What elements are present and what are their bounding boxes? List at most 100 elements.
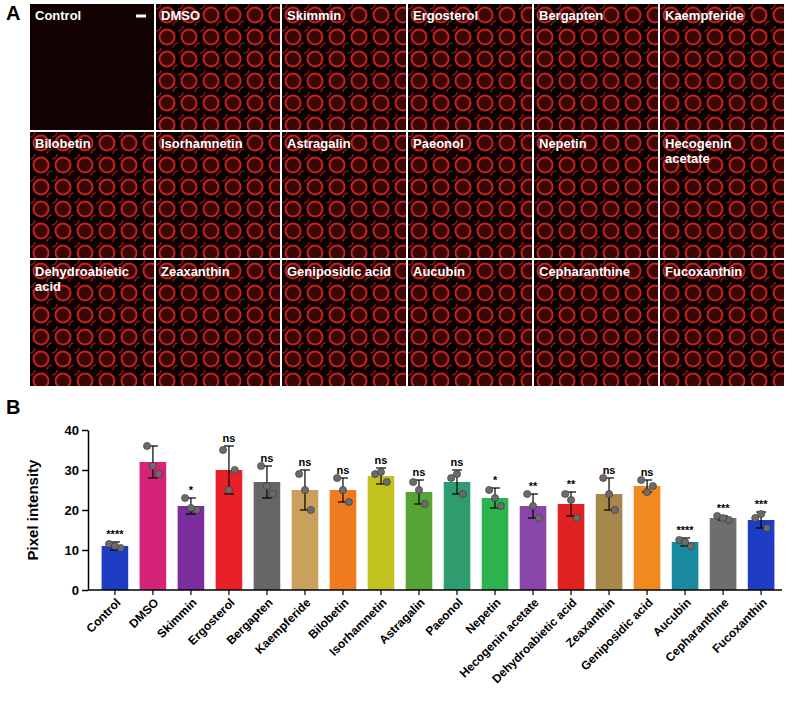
significance-label: **** xyxy=(106,528,124,540)
x-tick-mark xyxy=(266,590,267,595)
x-tick-mark xyxy=(304,590,305,595)
x-tick: Astragalin xyxy=(376,590,427,647)
data-point xyxy=(573,514,580,521)
x-tick: Geniposidic acid xyxy=(578,590,656,673)
data-point xyxy=(231,466,238,473)
x-tick-mark xyxy=(342,590,343,595)
y-tick-label: 10 xyxy=(65,543,79,558)
x-tick-mark xyxy=(760,590,761,595)
data-point xyxy=(763,524,770,531)
tile-image xyxy=(408,260,532,386)
x-tick-label: Astragalin xyxy=(376,596,427,647)
y-tick-label: 30 xyxy=(65,463,79,478)
tile-label: Ergosterol xyxy=(413,8,478,23)
scale-bar xyxy=(136,15,146,18)
x-tick: Kaempferide xyxy=(252,590,314,657)
x-tick-mark xyxy=(684,590,685,595)
tile-image xyxy=(660,260,784,386)
x-tick-mark xyxy=(570,590,571,595)
y-tick-mark xyxy=(82,470,88,472)
bar xyxy=(444,482,471,590)
error-bar xyxy=(452,470,462,494)
bar xyxy=(634,486,661,590)
y-tick-label: 40 xyxy=(65,423,79,438)
data-point xyxy=(296,470,303,477)
image-tile: Control xyxy=(30,4,154,130)
error-bar xyxy=(528,494,538,518)
image-tile: Isorhamnetin xyxy=(156,132,280,258)
tile-image xyxy=(156,260,280,386)
image-tile: Fucoxanthin xyxy=(660,260,784,386)
error-bar xyxy=(338,478,348,502)
bar xyxy=(748,520,775,590)
x-tick-label: Fucoxanthin xyxy=(709,596,769,656)
significance-label: ns xyxy=(337,464,350,476)
data-point xyxy=(410,478,417,485)
tile-label: Skimmin xyxy=(287,8,341,23)
x-tick-mark xyxy=(608,590,609,595)
image-tile: Bergapten xyxy=(534,4,658,130)
tile-image xyxy=(408,4,532,130)
y-tick-label: 20 xyxy=(65,503,79,518)
image-tile: Nepetin xyxy=(534,132,658,258)
tile-label: Cepharanthine xyxy=(539,264,630,279)
tile-label: Geniposidic acid xyxy=(287,264,391,279)
significance-label: ns xyxy=(261,452,274,464)
error-cap xyxy=(262,497,272,498)
data-point xyxy=(491,494,498,501)
data-point xyxy=(143,442,150,449)
tile-label: Aucubin xyxy=(413,264,465,279)
significance-label: ** xyxy=(529,480,538,492)
tile-image xyxy=(156,132,280,258)
tile-image xyxy=(282,132,406,258)
bar xyxy=(558,504,585,590)
x-tick: Control xyxy=(83,590,123,636)
data-point xyxy=(383,478,390,485)
tile-label: Hecogeninacetate xyxy=(665,136,732,166)
bar xyxy=(672,542,699,590)
significance-label: ns xyxy=(451,456,464,468)
x-tick-mark xyxy=(494,590,495,595)
data-point xyxy=(155,470,162,477)
y-tick: 20 xyxy=(65,503,88,518)
image-tile: Ergosterol xyxy=(408,4,532,130)
significance-label: *** xyxy=(755,498,769,510)
tile-label: Control xyxy=(35,8,81,23)
x-tick: Fucoxanthin xyxy=(709,590,769,656)
x-tick-label: DMSO xyxy=(126,596,161,631)
image-tile: Hecogeninacetate xyxy=(660,132,784,258)
tile-image xyxy=(534,260,658,386)
x-tick: DMSO xyxy=(126,590,161,631)
data-point xyxy=(225,486,232,493)
data-point xyxy=(307,506,314,513)
bar xyxy=(216,470,243,590)
error-bar xyxy=(604,478,614,510)
x-axis-line xyxy=(88,589,782,591)
y-tick-mark xyxy=(82,430,88,432)
figure: AControlDMSOSkimminErgosterolBergaptenKa… xyxy=(0,0,792,721)
x-tick-mark xyxy=(646,590,647,595)
tile-image xyxy=(408,132,532,258)
bar xyxy=(330,490,357,590)
x-tick-label: Kaempferide xyxy=(252,595,314,657)
data-point xyxy=(453,470,460,477)
y-tick: 30 xyxy=(65,463,88,478)
error-cap xyxy=(186,513,196,514)
significance-label: **** xyxy=(677,524,695,536)
x-tick-mark xyxy=(532,590,533,595)
data-point xyxy=(486,486,493,493)
data-point xyxy=(219,446,226,453)
significance-label: ns xyxy=(413,466,426,478)
significance-label: * xyxy=(493,474,498,486)
image-tile: Skimmin xyxy=(282,4,406,130)
data-point xyxy=(181,494,188,501)
panel-label: A xyxy=(6,2,20,24)
y-tick: 40 xyxy=(65,423,88,438)
image-tile: Geniposidic acid xyxy=(282,260,406,386)
x-tick-label: Isorhamnetin xyxy=(326,596,389,659)
data-point xyxy=(149,462,156,469)
data-point xyxy=(649,482,656,489)
x-tick: Paeonol xyxy=(423,590,466,638)
tile-image xyxy=(30,260,154,386)
y-tick-mark xyxy=(82,590,88,592)
